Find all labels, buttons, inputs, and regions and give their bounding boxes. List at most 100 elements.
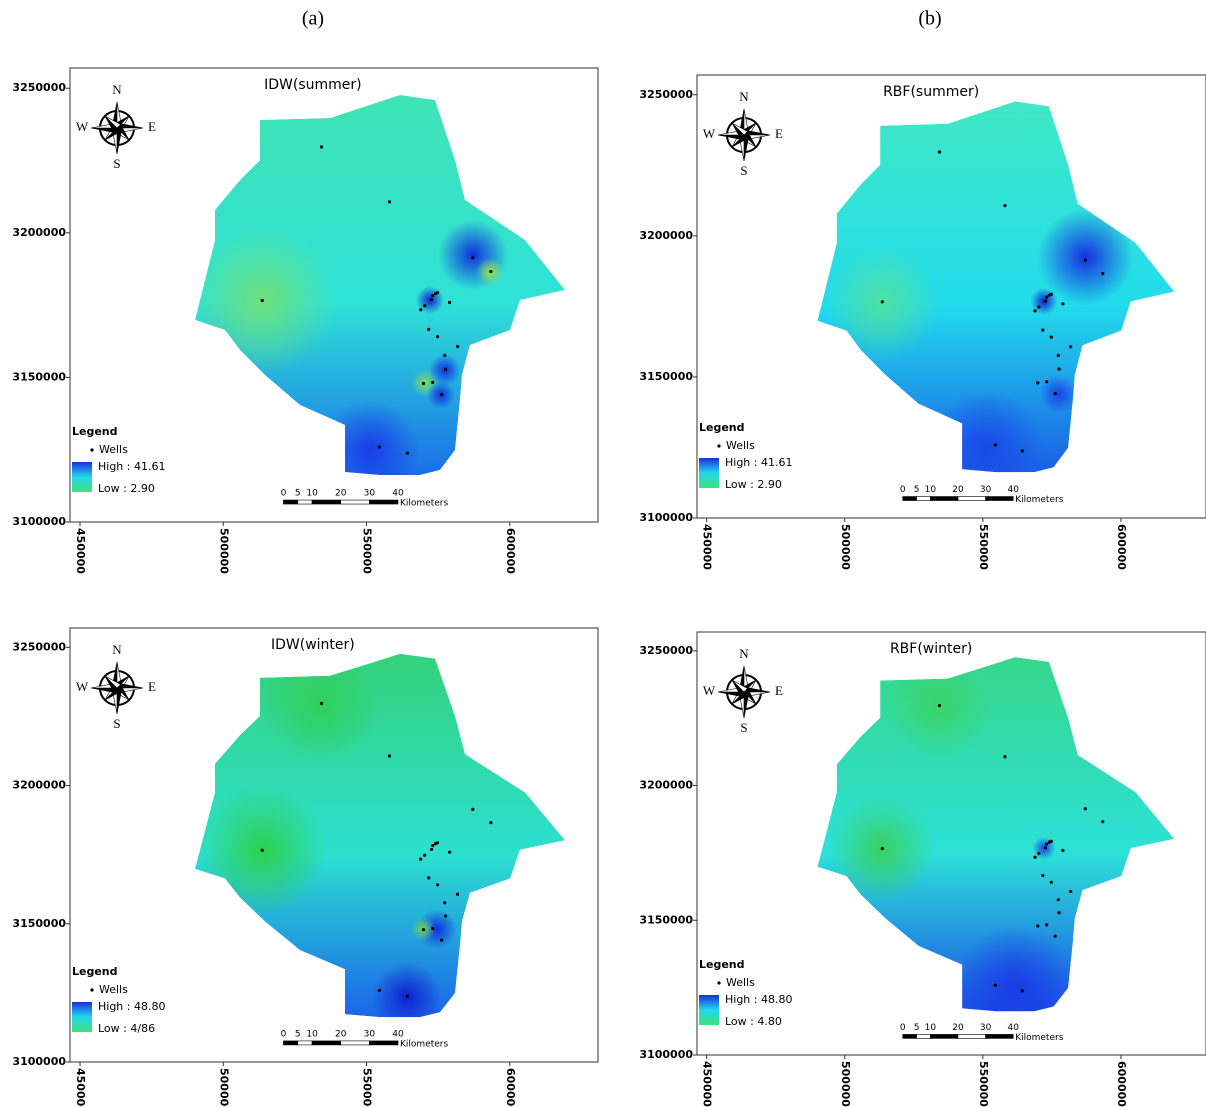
compass-n: N	[739, 646, 749, 661]
well	[1069, 345, 1073, 349]
scale-label: 30	[980, 485, 992, 495]
well	[439, 392, 444, 397]
north-arrow: N S W E	[76, 82, 156, 171]
legend-high: High : 41.61	[98, 460, 165, 473]
well	[489, 821, 493, 825]
scale-label: 5	[295, 1029, 301, 1039]
y-tick-label: 3200000	[12, 226, 66, 239]
well	[1056, 898, 1060, 902]
map-panel: 3100000 3150000 3200000 3250000 450000 500000…	[639, 74, 1206, 570]
scale-segment	[340, 499, 370, 505]
y-tick-label: 3200000	[639, 229, 693, 242]
scale-segment	[957, 496, 986, 501]
compass-e: E	[148, 679, 156, 694]
well	[1049, 839, 1053, 843]
well	[456, 344, 460, 349]
well	[435, 291, 440, 295]
x-tick-label: 450000	[701, 1061, 714, 1107]
well	[1043, 299, 1048, 303]
well	[377, 445, 382, 449]
y-tick-label: 3150000	[12, 370, 66, 383]
compass-s: S	[740, 163, 747, 178]
well	[387, 754, 392, 758]
well	[260, 298, 264, 303]
well	[456, 892, 460, 896]
scale-segment	[340, 1040, 370, 1046]
legend-ramp	[699, 458, 719, 488]
y-tick-label: 3250000	[12, 640, 66, 653]
compass-e: E	[148, 119, 156, 134]
scale-segment	[311, 1040, 342, 1046]
compass-point	[104, 115, 122, 129]
well	[447, 300, 452, 305]
scale-segment	[902, 1034, 917, 1039]
scale-label: 0	[281, 1029, 287, 1039]
y-tick-label: 3100000	[639, 1048, 693, 1061]
scale-segment	[311, 499, 342, 505]
region-fill	[195, 95, 565, 475]
map-title: IDW(winter)	[271, 637, 355, 653]
well	[431, 380, 435, 384]
well	[1049, 292, 1053, 296]
scale-label: 40	[1007, 1023, 1019, 1033]
well	[880, 847, 884, 851]
scale-unit: Kilometers	[1015, 495, 1063, 505]
compass-s: S	[740, 720, 747, 735]
scale-label: 10	[306, 1029, 318, 1039]
well	[993, 443, 997, 447]
legend-low: Low : 2.90	[98, 482, 155, 495]
well	[443, 901, 447, 905]
well	[419, 857, 423, 861]
map-panel: 3100000 3150000 3200000 3250000 450000 500000…	[12, 627, 599, 1107]
compass-w: W	[703, 126, 716, 141]
scale-unit: Kilometers	[400, 499, 448, 509]
well	[1053, 934, 1057, 938]
well	[1020, 989, 1024, 993]
well	[1045, 295, 1049, 299]
well	[423, 304, 427, 308]
legend-wells: Wells	[99, 983, 128, 996]
legend-title: Legend	[72, 965, 118, 978]
map-panel: 3100000 3150000 3200000 3250000 450000 500000…	[639, 631, 1206, 1107]
surface-spot	[952, 925, 1078, 1012]
scale-label: 10	[925, 1023, 937, 1033]
well	[1036, 381, 1040, 385]
x-tick-label: 600000	[504, 1068, 517, 1107]
scale-label: 40	[392, 489, 404, 499]
well	[1043, 846, 1048, 850]
legend-title: Legend	[72, 425, 118, 438]
scale-label: 5	[914, 1023, 920, 1033]
well	[431, 926, 435, 931]
scale-segment	[916, 496, 931, 501]
north-arrow: N S W E	[703, 646, 783, 735]
well	[1003, 204, 1007, 208]
well	[427, 327, 431, 332]
well	[1061, 302, 1065, 306]
well	[405, 994, 410, 998]
x-tick-label: 550000	[977, 1061, 990, 1107]
scale-label: 20	[952, 1023, 964, 1033]
legend-low: Low : 4/86	[98, 1022, 155, 1035]
well	[1041, 328, 1045, 332]
y-tick-label: 3100000	[12, 515, 66, 528]
north-arrow: N S W E	[703, 89, 783, 178]
compass-w: W	[76, 119, 89, 134]
legend-high: High : 41.61	[725, 456, 792, 469]
y-tick-label: 3150000	[639, 370, 693, 383]
compass-n: N	[739, 89, 749, 104]
interpolated-surface	[817, 657, 1175, 1012]
well	[1045, 842, 1049, 846]
x-tick-label: 550000	[361, 1068, 374, 1107]
legend-high: High : 48.80	[98, 1000, 165, 1013]
interpolated-surface	[817, 101, 1175, 473]
x-tick-label: 450000	[74, 1068, 87, 1107]
x-tick-label: 550000	[361, 528, 374, 574]
well	[1057, 367, 1061, 371]
y-tick-label: 3250000	[639, 644, 693, 657]
legend-ramp	[72, 462, 92, 492]
well	[435, 883, 440, 887]
well	[443, 353, 447, 358]
x-tick-label: 600000	[1115, 524, 1128, 570]
surface-spot	[320, 400, 420, 475]
